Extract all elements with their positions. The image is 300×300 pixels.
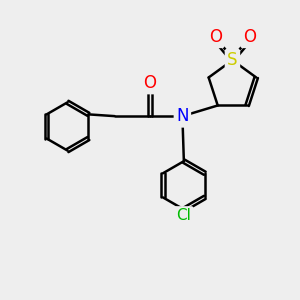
Text: O: O xyxy=(143,74,157,92)
Text: O: O xyxy=(209,28,222,46)
Text: O: O xyxy=(243,28,256,46)
Text: N: N xyxy=(176,107,189,125)
Text: Cl: Cl xyxy=(176,208,191,224)
Text: S: S xyxy=(227,51,238,69)
